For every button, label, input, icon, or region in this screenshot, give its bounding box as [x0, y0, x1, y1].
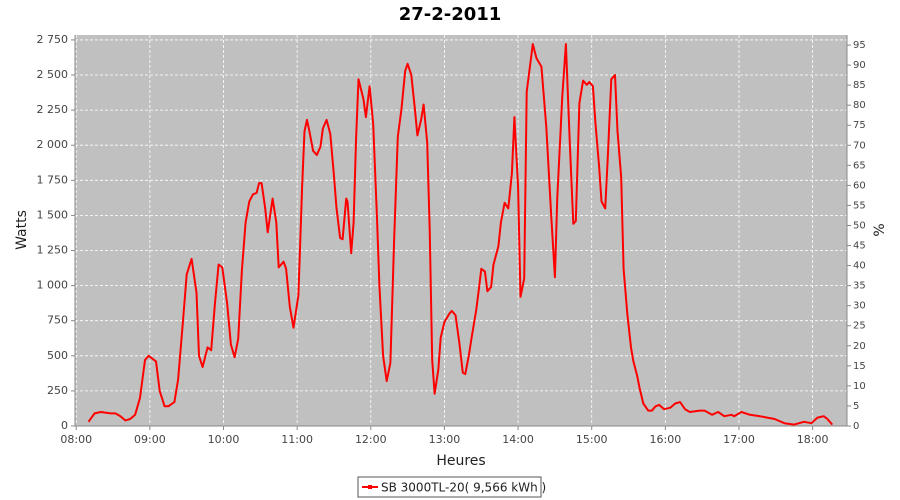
y-tick-label: 1 000	[37, 279, 69, 292]
x-tick-label: 17:00	[723, 433, 755, 446]
legend-box	[357, 476, 542, 498]
y-tick-label: 750	[47, 314, 68, 327]
y2-tick-label: 35	[853, 281, 866, 292]
y-tick-label: 250	[47, 384, 68, 397]
y-tick-label: 2 000	[37, 138, 69, 151]
x-tick-label: 11:00	[281, 433, 313, 446]
y2-tick-label: 45	[853, 241, 866, 252]
y2-tick-label: 75	[853, 120, 866, 131]
y2-tick-label: 10	[853, 381, 866, 392]
y2-tick-label: 50	[853, 220, 866, 231]
y-axis-title: Watts	[14, 210, 30, 250]
chart-title: 27-2-2011	[399, 4, 502, 25]
y2-tick-label: 90	[853, 60, 866, 71]
x-tick-label: 13:00	[429, 433, 461, 446]
x-tick-label: 09:00	[134, 433, 166, 446]
y-tick-label: 0	[61, 419, 68, 432]
y-tick-label: 1 500	[37, 208, 69, 221]
y2-tick-label: 85	[853, 80, 866, 91]
x-axis-title: Heures	[436, 453, 485, 469]
y2-tick-label: 60	[853, 180, 866, 191]
y2-tick-label: 5	[853, 401, 859, 412]
y2-axis-title: %	[872, 223, 888, 236]
y2-tick-label: 55	[853, 200, 866, 211]
y2-tick-label: 15	[853, 361, 866, 372]
data-line	[87, 43, 834, 426]
y-tick-label: 500	[47, 349, 68, 362]
x-tick-label: 14:00	[502, 433, 534, 446]
x-tick-label: 12:00	[355, 433, 387, 446]
y-tick-label: 1 250	[37, 244, 69, 257]
x-tick-label: 10:00	[208, 433, 240, 446]
y2-tick-label: 0	[853, 421, 859, 432]
y-tick-label: 2 750	[37, 33, 69, 46]
legend-label: SB 3000TL-20( 9,566 kWh )	[381, 481, 546, 495]
x-tick-label: 15:00	[576, 433, 608, 446]
y2-tick-label: 30	[853, 301, 866, 312]
x-tick-label: 08:00	[60, 433, 92, 446]
x-tick-label: 16:00	[650, 433, 682, 446]
y-tick-label: 1 750	[37, 173, 69, 186]
y2-tick-label: 95	[853, 40, 866, 51]
x-tick-label: 18:00	[797, 433, 829, 446]
y2-tick-label: 80	[853, 100, 866, 111]
legend-marker	[368, 485, 372, 489]
plot-area	[75, 35, 847, 426]
y2-tick-label: 70	[853, 140, 866, 151]
y-tick-label: 2 250	[37, 103, 69, 116]
y2-tick-label: 20	[853, 341, 866, 352]
y2-tick-label: 65	[853, 160, 866, 171]
y2-tick-label: 25	[853, 321, 866, 332]
y-tick-label: 2 500	[37, 68, 69, 81]
y2-tick-label: 40	[853, 261, 866, 272]
